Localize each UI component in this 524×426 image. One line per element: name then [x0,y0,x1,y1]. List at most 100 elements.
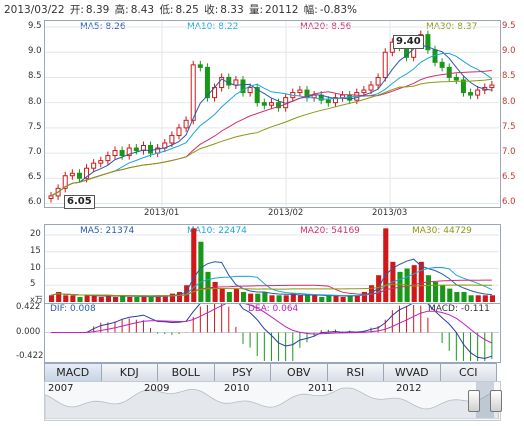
tab-boll[interactable]: BOLL [158,364,215,381]
candle-body [439,61,445,68]
candle-body [48,195,54,199]
candle-body [176,127,182,136]
volume-bar [262,291,268,302]
low-price-marker: 6.05 [64,195,95,209]
volume-bar [255,293,261,302]
candle-body [190,64,196,121]
macd-chart[interactable] [45,304,499,361]
volume-bar [226,291,232,302]
candle-body [140,145,146,152]
candle-body [247,87,253,94]
volume-bar [283,295,289,302]
volume-bar [91,295,97,302]
candle-body [297,89,303,94]
volume-bar [454,291,460,302]
vol-ma30-label: MA30: 44729 [412,226,472,236]
price-xtick: 2013/01 [144,208,180,218]
price-ytick-left: 7.0 [28,147,42,158]
tab-wvad[interactable]: WVAD [384,364,441,381]
volume-bar [191,228,197,302]
price-ytick-right: 8.0 [502,96,516,107]
volume-unit: x万 [30,295,43,304]
high-label: 高: [114,4,129,16]
candle-body [325,99,331,104]
volume-bar [127,296,133,302]
high-price-marker: 9.40 [393,35,424,49]
candle-body [148,145,154,154]
volume-bar [56,291,62,302]
volume-bar [425,275,431,302]
macd-ytick: -0.422 [16,350,44,361]
volume-bar [177,291,183,302]
candle-body [375,76,381,86]
volume-bar [155,295,161,302]
candle-body [268,102,274,106]
candle-body [254,87,260,104]
volume-bar [319,296,325,302]
volume-bar [305,295,311,302]
volume-bar [354,295,360,302]
timeline-left-handle[interactable] [468,390,480,412]
low-value: 8.25 [175,4,199,16]
ma10-line [50,53,493,197]
volume-bar [297,295,303,302]
candle-body [425,34,431,51]
candle-body [475,89,481,96]
candle-body [62,175,68,189]
volume-bar [169,293,175,302]
volume-bar [468,295,474,302]
volume-bar [489,295,495,302]
candle-body [119,150,125,157]
timeline-selection[interactable] [476,382,494,418]
candlestick-chart[interactable] [45,21,499,206]
dea-line [51,304,493,344]
dea-label: DEA: 0.064 [248,304,299,314]
open-value: 8.39 [85,4,110,16]
tab-cci[interactable]: CCI [458,366,478,379]
tab-rsi[interactable]: RSI [328,364,384,381]
candle-body [276,102,282,109]
ma20-line [50,70,492,197]
volume-bars[interactable] [45,225,499,302]
volume-bar [411,265,417,302]
timeline-sparkline [45,387,499,419]
vol-ma20-label: MA20: 54169 [300,226,360,236]
volume-bar [347,295,353,302]
timeline-year-2007: 2007 [48,383,74,394]
candle-body [368,84,374,91]
volume-bar [248,293,254,302]
volume-bar [233,288,239,302]
price-xtick: 2013/03 [372,208,408,218]
price-ytick-right: 6.0 [502,197,516,208]
low-label: 低: [159,4,174,16]
price-panel[interactable] [44,20,501,208]
tab-macd[interactable]: MACD [45,364,102,381]
volume-ytick: 5 [30,279,36,290]
candle-body [133,147,139,152]
volume-bar [205,271,211,302]
volume-label: 量: [249,4,264,16]
quote-header: 2013/03/22 开: 8.39 高: 8.43 低: 8.25 收: 8.33 量… [4,2,359,17]
tab-obv[interactable]: OBV [271,364,328,381]
candle-body [489,84,495,89]
volume-ytick: 15 [30,245,41,256]
volume-bar [290,293,296,302]
candle-body [226,76,232,86]
timeline-right-handle[interactable] [490,390,502,412]
price-ytick-left: 8.0 [28,96,42,107]
price-ytick-right: 7.0 [502,147,516,158]
tab-psy[interactable]: PSY [215,364,271,381]
dif-label: DIF: 0.008 [50,304,96,314]
tab-kdj[interactable]: KDJ [102,364,158,381]
volume-ytick: 10 [30,262,41,273]
vol-ma5-line [50,258,492,298]
price-ytick-left: 6.0 [28,197,42,208]
price-ytick-right: 7.5 [502,121,516,132]
volume-bar [141,296,147,302]
volume-bar [361,291,367,302]
volume-ytick: 20 [30,229,41,240]
candle-body [261,102,267,106]
volume-bar [113,296,119,302]
volume-panel[interactable] [44,224,501,304]
volume-bar [340,296,346,302]
